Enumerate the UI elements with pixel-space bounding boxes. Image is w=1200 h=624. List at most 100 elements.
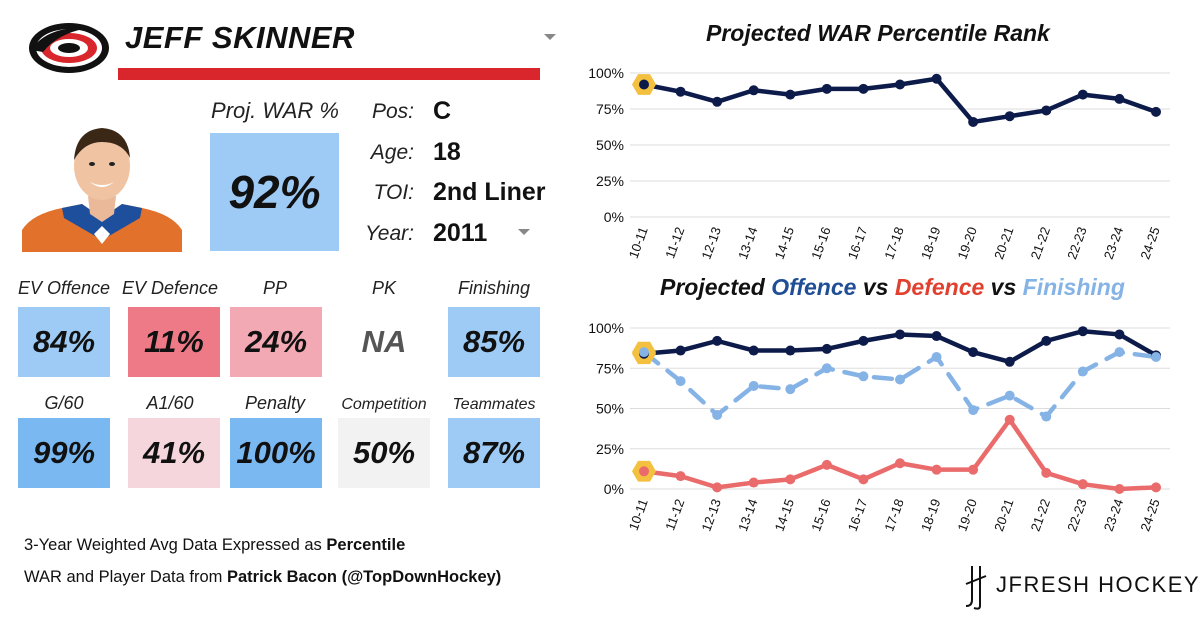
components-chart: 0% 25% 50% 75% 100% 10-11 11-12 12-13 13-14 14-15… [588, 320, 1170, 533]
tile-ev-offence: 84% [18, 307, 110, 377]
x-tick-label: 23-24 [1101, 497, 1126, 533]
x-tick-label: 16-17 [845, 225, 870, 261]
info-row-pos: Pos: C [360, 96, 560, 126]
tile-label-ev-offence: EV Offence [17, 278, 111, 298]
footer-text: 3-Year Weighted Avg Data Expressed as [24, 536, 327, 554]
footer-line-1: 3-Year Weighted Avg Data Expressed as Pe… [24, 536, 405, 555]
data-point [1151, 482, 1161, 493]
chart-title-war: Projected WAR Percentile Rank [706, 20, 1050, 46]
data-point [968, 116, 979, 127]
tile-label-finishing: Finishing [457, 278, 531, 298]
data-point [821, 363, 832, 374]
data-point [1077, 89, 1088, 100]
info-value: 2nd Liner [433, 178, 546, 206]
data-point [821, 83, 832, 94]
x-tick-label: 19-20 [954, 225, 979, 261]
series-line [641, 349, 1159, 419]
data-point [895, 374, 905, 385]
x-tick-label: 15-16 [808, 497, 833, 533]
x-tick-label: 24-25 [1137, 225, 1162, 261]
title-part-defence: Defence [894, 274, 985, 300]
info-key: Year: [364, 222, 414, 245]
tile-label-pk: PK [371, 278, 396, 298]
data-point [675, 376, 686, 387]
player-name: JEFF SKINNER [125, 20, 355, 55]
info-value: C [433, 97, 452, 125]
x-tick-label: 14-15 [772, 225, 797, 261]
x-tick-label: 11-12 [662, 225, 687, 260]
x-tick-label: 18-19 [918, 497, 943, 533]
war-percentile-chart: 0% 25% 50% 75% 100% 10-11 11-12 12-13 13-14 14-15… [588, 65, 1170, 261]
brand-logo [962, 562, 1192, 610]
data-point [1114, 347, 1125, 358]
brand-name: JFRESH HOCKEY [996, 572, 1200, 597]
data-point [712, 96, 723, 107]
x-tick-label: 21-22 [1028, 497, 1053, 533]
data-point [675, 86, 686, 97]
x-tick-label: 10-11 [626, 225, 651, 260]
title-part-offence: Offence [771, 274, 857, 300]
x-tick-label: 10-11 [626, 497, 651, 532]
x-tick-label: 18-19 [918, 225, 943, 261]
data-point [931, 464, 942, 475]
tile-label-g60: G/60 [44, 393, 84, 413]
data-point [931, 351, 942, 362]
team-color-bar [118, 68, 540, 80]
tile-teammates: 87% [448, 418, 540, 488]
series-line [641, 417, 1159, 492]
data-point [785, 345, 796, 356]
data-point [895, 458, 905, 469]
data-point [1004, 390, 1015, 401]
tile-pk: NA [338, 307, 430, 377]
x-tick-label: 17-18 [881, 497, 906, 533]
data-point [1114, 329, 1125, 340]
title-part-finishing: Finishing [1022, 274, 1125, 300]
data-point [1077, 326, 1088, 337]
x-tick-label: 19-20 [954, 497, 979, 533]
data-point [675, 345, 686, 356]
data-point [858, 371, 869, 382]
player-photo [22, 118, 182, 252]
info-key: TOI: [373, 181, 414, 204]
data-point [748, 345, 759, 356]
y-tick-label: 25% [596, 441, 624, 457]
team-logo [27, 20, 111, 76]
footer-text: WAR and Player Data from [24, 568, 227, 586]
info-key: Age: [370, 141, 414, 164]
data-point [1041, 105, 1052, 116]
year-dropdown-caret-icon[interactable] [518, 229, 530, 235]
data-point [931, 331, 942, 342]
info-row-toi: TOI: 2nd Liner [360, 177, 560, 207]
data-point [895, 329, 905, 340]
x-tick-label: 22-23 [1064, 225, 1089, 261]
info-key: Pos: [371, 100, 414, 123]
y-tick-label: 75% [596, 101, 624, 117]
x-tick-label: 13-14 [735, 225, 760, 261]
data-point [1004, 356, 1015, 367]
x-tick-label: 17-18 [881, 225, 906, 261]
data-point [1077, 479, 1088, 490]
footer-bold: Patrick Bacon (@TopDownHockey) [226, 568, 502, 586]
tile-label-pp: PP [262, 278, 287, 298]
data-point [712, 335, 723, 346]
tile-label-teammates: Teammates [452, 396, 536, 413]
data-point [968, 464, 979, 475]
data-point [858, 83, 869, 94]
data-point [821, 343, 832, 354]
y-tick-label: 50% [596, 137, 624, 153]
year-selector-value[interactable]: 2011 [433, 219, 488, 247]
x-tick-label: 12-13 [698, 225, 723, 261]
proj-war-value: 92% [210, 133, 339, 251]
data-point [1114, 484, 1125, 494]
tile-finishing: 85% [448, 307, 540, 377]
data-point [858, 335, 869, 346]
data-point [712, 409, 723, 420]
proj-war-label: Proj. WAR % [211, 98, 339, 123]
x-tick-label: 13-14 [735, 497, 760, 533]
data-point [785, 384, 796, 395]
player-dropdown-caret-icon[interactable] [544, 34, 556, 40]
data-point [931, 73, 942, 84]
x-tick-label: 20-21 [991, 497, 1016, 533]
info-row-year[interactable]: Year: 2011 [360, 218, 560, 248]
tile-pp: 24% [230, 307, 322, 377]
